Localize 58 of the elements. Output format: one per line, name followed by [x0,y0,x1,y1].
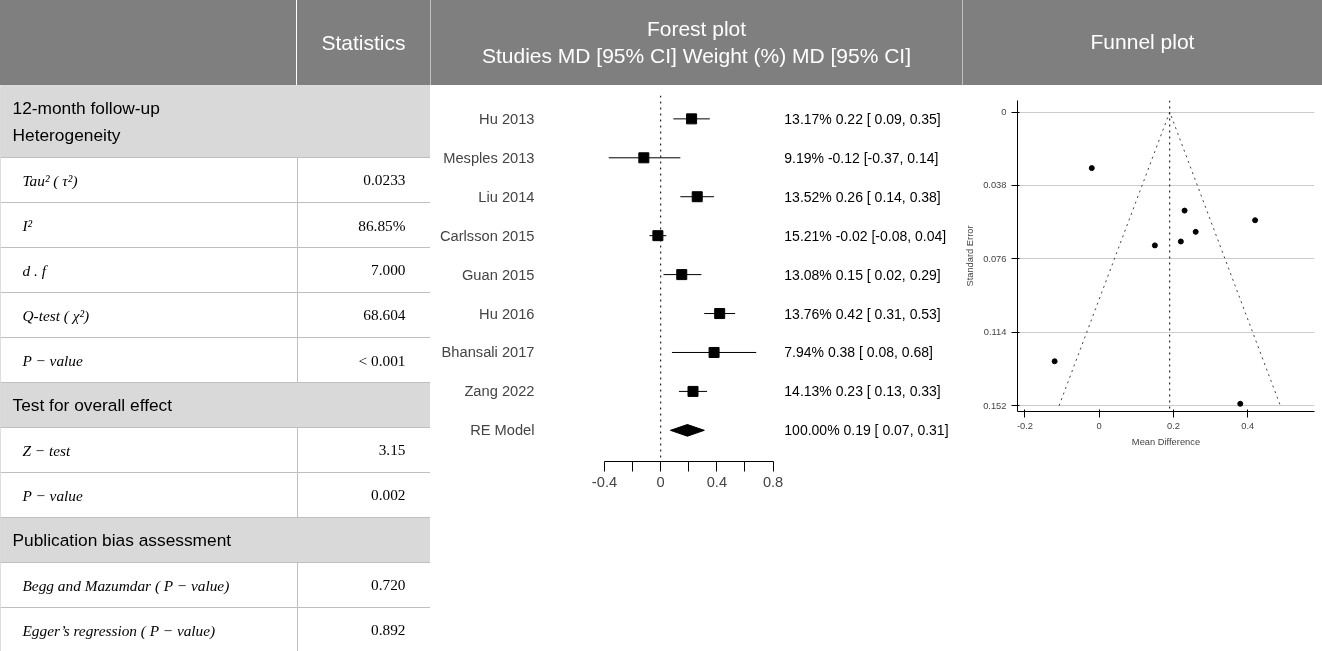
category-label: Tau² ( τ²) [22,171,78,190]
text: 13.17% 0.22 [ 0.09, 0.35] [784,110,941,127]
text: 100.00% 0.19 [ 0.07, 0.31] [784,422,949,439]
text: 15.21% -0.02 [-0.08, 0.04] [784,227,947,244]
text: 86.85% [358,216,406,234]
text: 7.000 [371,261,406,278]
y-tick-label: Hu 2016 [479,305,535,322]
x-axis-title: Mean Difference [1131,436,1201,447]
text: 0.720 [371,576,406,593]
chart-subtitle: Studies MD [95% CI] Weight (%) MD [95% CI] [481,43,912,67]
y-tick-label: 0.152 [983,400,1007,411]
category-label: Test for overall effect [12,395,173,415]
y-tick-label: 0.038 [983,180,1007,191]
text: 0.892 [371,621,406,638]
category-label: Egger’s regression ( P − value) [21,621,216,640]
y-tick-label: 0.076 [983,253,1007,264]
text: 13.76% 0.42 [ 0.31, 0.53] [784,305,941,322]
category-label: I² [21,216,33,234]
text: Statistics [320,29,407,56]
x-tick-label: 0 [656,473,665,490]
y-tick-label: Bhansali 2017 [441,344,535,361]
x-tick-label: 0.4 [1241,420,1255,431]
category-label: 12-month follow-up Heterogeneity [12,98,160,145]
category-label: Z − test [22,441,72,459]
category-label: d . f [22,261,49,279]
text: 68.604 [363,306,406,323]
y-tick-label: Liu 2014 [478,188,535,205]
y-tick-label: 0.114 [983,327,1007,338]
y-tick-label: Hu 2013 [479,110,535,127]
text: 7.94% 0.38 [ 0.08, 0.68] [784,344,933,361]
category-label: Q-test ( χ²) [22,306,90,325]
y-axis-title: Standard Error [965,225,976,287]
x-tick-label: -0.4 [591,473,618,490]
category-label: Publication bias assessment [12,530,232,550]
y-tick-label: Guan 2015 [461,266,535,283]
text: 0.0233 [363,171,406,188]
y-tick-label: Zang 2022 [464,383,535,400]
text: < 0.001 [358,351,406,369]
text: 13.08% 0.15 [ 0.02, 0.29] [784,266,941,283]
category-label: P − value [21,486,83,504]
text: 9.19% -0.12 [-0.37, 0.14] [784,149,939,166]
x-tick-label: -0.2 [1016,420,1033,431]
y-tick-label: Carlsson 2015 [439,227,535,244]
x-tick-label: 0.2 [1166,420,1180,431]
x-tick-label: 0.4 [706,473,728,490]
text: 3.15 [378,441,406,458]
chart-title: Funnel plot [1090,29,1195,56]
x-tick-label: 0.8 [762,473,784,490]
x-tick-label: 0 [1096,420,1102,431]
y-tick-label: Mesples 2013 [443,149,535,166]
y-tick-label: 0 [1001,107,1007,118]
category-label: P − value [21,351,83,369]
category-label: Begg and Mazumdar ( P − value) [22,576,230,595]
text: 13.52% 0.26 [ 0.14, 0.38] [784,188,941,205]
text: 14.13% 0.23 [ 0.13, 0.33] [784,383,941,400]
y-tick-label: RE Model [470,422,535,439]
chart-title: Forest plot [646,17,747,41]
text: 0.002 [371,486,406,503]
